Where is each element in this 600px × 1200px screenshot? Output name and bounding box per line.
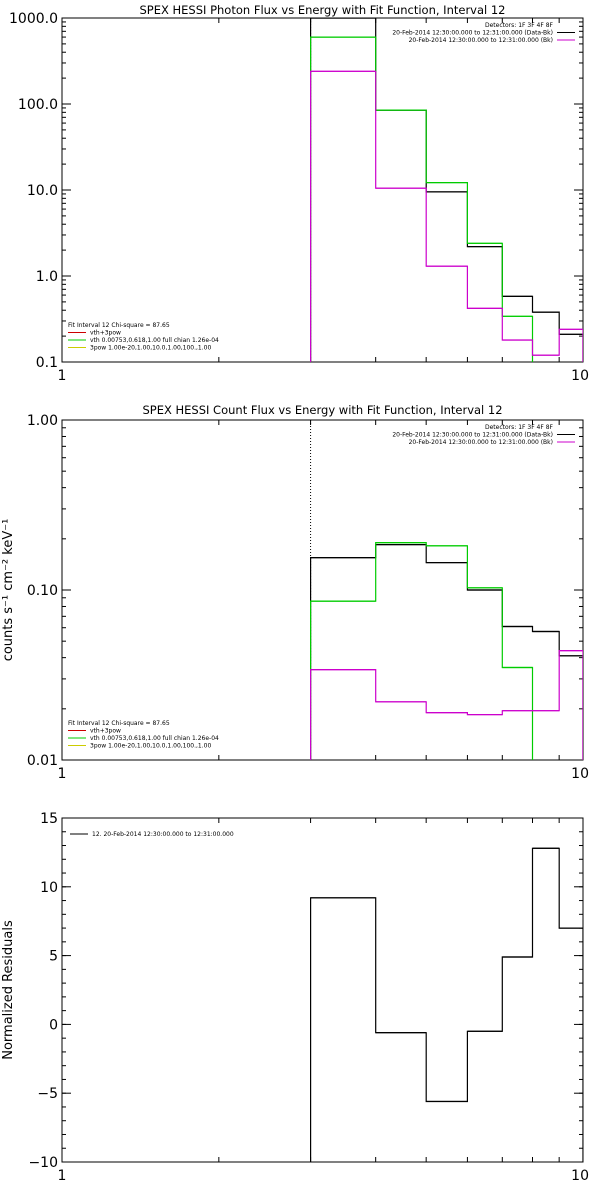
legend-entry: Fit Interval 12 Chi-square = 87.65 <box>68 720 170 727</box>
info-line: 20-Feb-2014 12:30:00.000 to 12:31:00.000… <box>392 432 553 439</box>
legend-entry: vth 0.00753,0.618,1.00 full chian 1.26e-… <box>90 735 219 742</box>
chart-panel-1: SPEX HESSI Photon Flux vs Energy with Fi… <box>9 3 589 384</box>
y-tick-label: −10 <box>28 1155 58 1171</box>
y-axis-label: Normalized Residuals <box>1 920 16 1060</box>
info-line: 20-Feb-2014 12:30:00.000 to 12:31:00.000… <box>409 37 553 44</box>
x-tick-label: 1 <box>58 368 67 384</box>
info-line: 20-Feb-2014 12:30:00.000 to 12:31:00.000… <box>409 439 553 446</box>
legend-entry: Fit Interval 12 Chi-square = 87.65 <box>68 322 170 329</box>
y-tick-label: 1000.0 <box>9 11 58 27</box>
plot-frame <box>61 419 584 761</box>
series-group <box>310 847 583 1162</box>
chart-panel-2: SPEX HESSI Count Flux vs Energy with Fit… <box>1 403 589 782</box>
chart-panel-3: −10 −5 0 5 10 15 1 10 Normalized Residuals 12. 20… <box>1 811 589 1184</box>
plot-frame <box>61 817 584 1163</box>
y-tick-label: 1.00 <box>27 413 58 429</box>
series-group <box>310 542 583 760</box>
y-tick-label: 0.10 <box>27 583 58 599</box>
series-group <box>310 18 583 362</box>
y-axis-label: counts s⁻¹ cm⁻² keV⁻¹ <box>1 519 16 662</box>
y-tick-label: −5 <box>37 1086 58 1102</box>
x-tick-label: 10 <box>571 368 589 384</box>
legend-entry: vth+3pow <box>90 330 121 337</box>
y-tick-label: 1.0 <box>36 269 58 285</box>
x-tick-label: 10 <box>571 766 589 782</box>
y-tick-label: 0 <box>49 1017 58 1033</box>
x-tick-label: 10 <box>571 1168 589 1184</box>
y-tick-label: 10 <box>40 880 58 896</box>
info-line: Detectors: 1F 3F 4F 8F <box>485 22 554 29</box>
y-tick-label: 15 <box>40 811 58 827</box>
y-tick-label: 0.01 <box>27 753 58 769</box>
info-line: 20-Feb-2014 12:30:00.000 to 12:31:00.000… <box>392 30 553 37</box>
legend-entry: vth 0.00753,0.618,1.00 full chian 1.26e-… <box>90 337 219 344</box>
chart-title: SPEX HESSI Count Flux vs Energy with Fit… <box>142 403 502 417</box>
legend-entry: 3pow 1.00e-20,1.00,10.0,1.00,100.,1.00 <box>90 345 211 352</box>
series-line-1 <box>310 847 583 1162</box>
y-tick-label: 100.0 <box>18 97 58 113</box>
series-line-3 <box>310 650 583 760</box>
y-tick-label: 10.0 <box>27 183 58 199</box>
chart-title: SPEX HESSI Photon Flux vs Energy with Fi… <box>139 3 505 17</box>
series-line-2 <box>310 36 534 362</box>
plot-frame <box>61 17 584 363</box>
legend-entry: 12. 20-Feb-2014 12:30:00.000 to 12:31:00… <box>92 831 234 838</box>
legend-entry: 3pow 1.00e-20,1.00,10.0,1.00,100.,1.00 <box>90 743 211 750</box>
info-line: Detectors: 1F 3F 4F 8F <box>485 424 554 431</box>
y-tick-label: 5 <box>49 949 58 965</box>
series-line-2 <box>310 542 534 760</box>
x-tick-label: 1 <box>58 1168 67 1184</box>
y-tick-label: 0.1 <box>36 355 58 371</box>
series-line-3 <box>310 70 583 362</box>
x-tick-label: 1 <box>58 766 67 782</box>
legend-entry: vth+3pow <box>90 728 121 735</box>
series-line-1 <box>310 544 583 760</box>
